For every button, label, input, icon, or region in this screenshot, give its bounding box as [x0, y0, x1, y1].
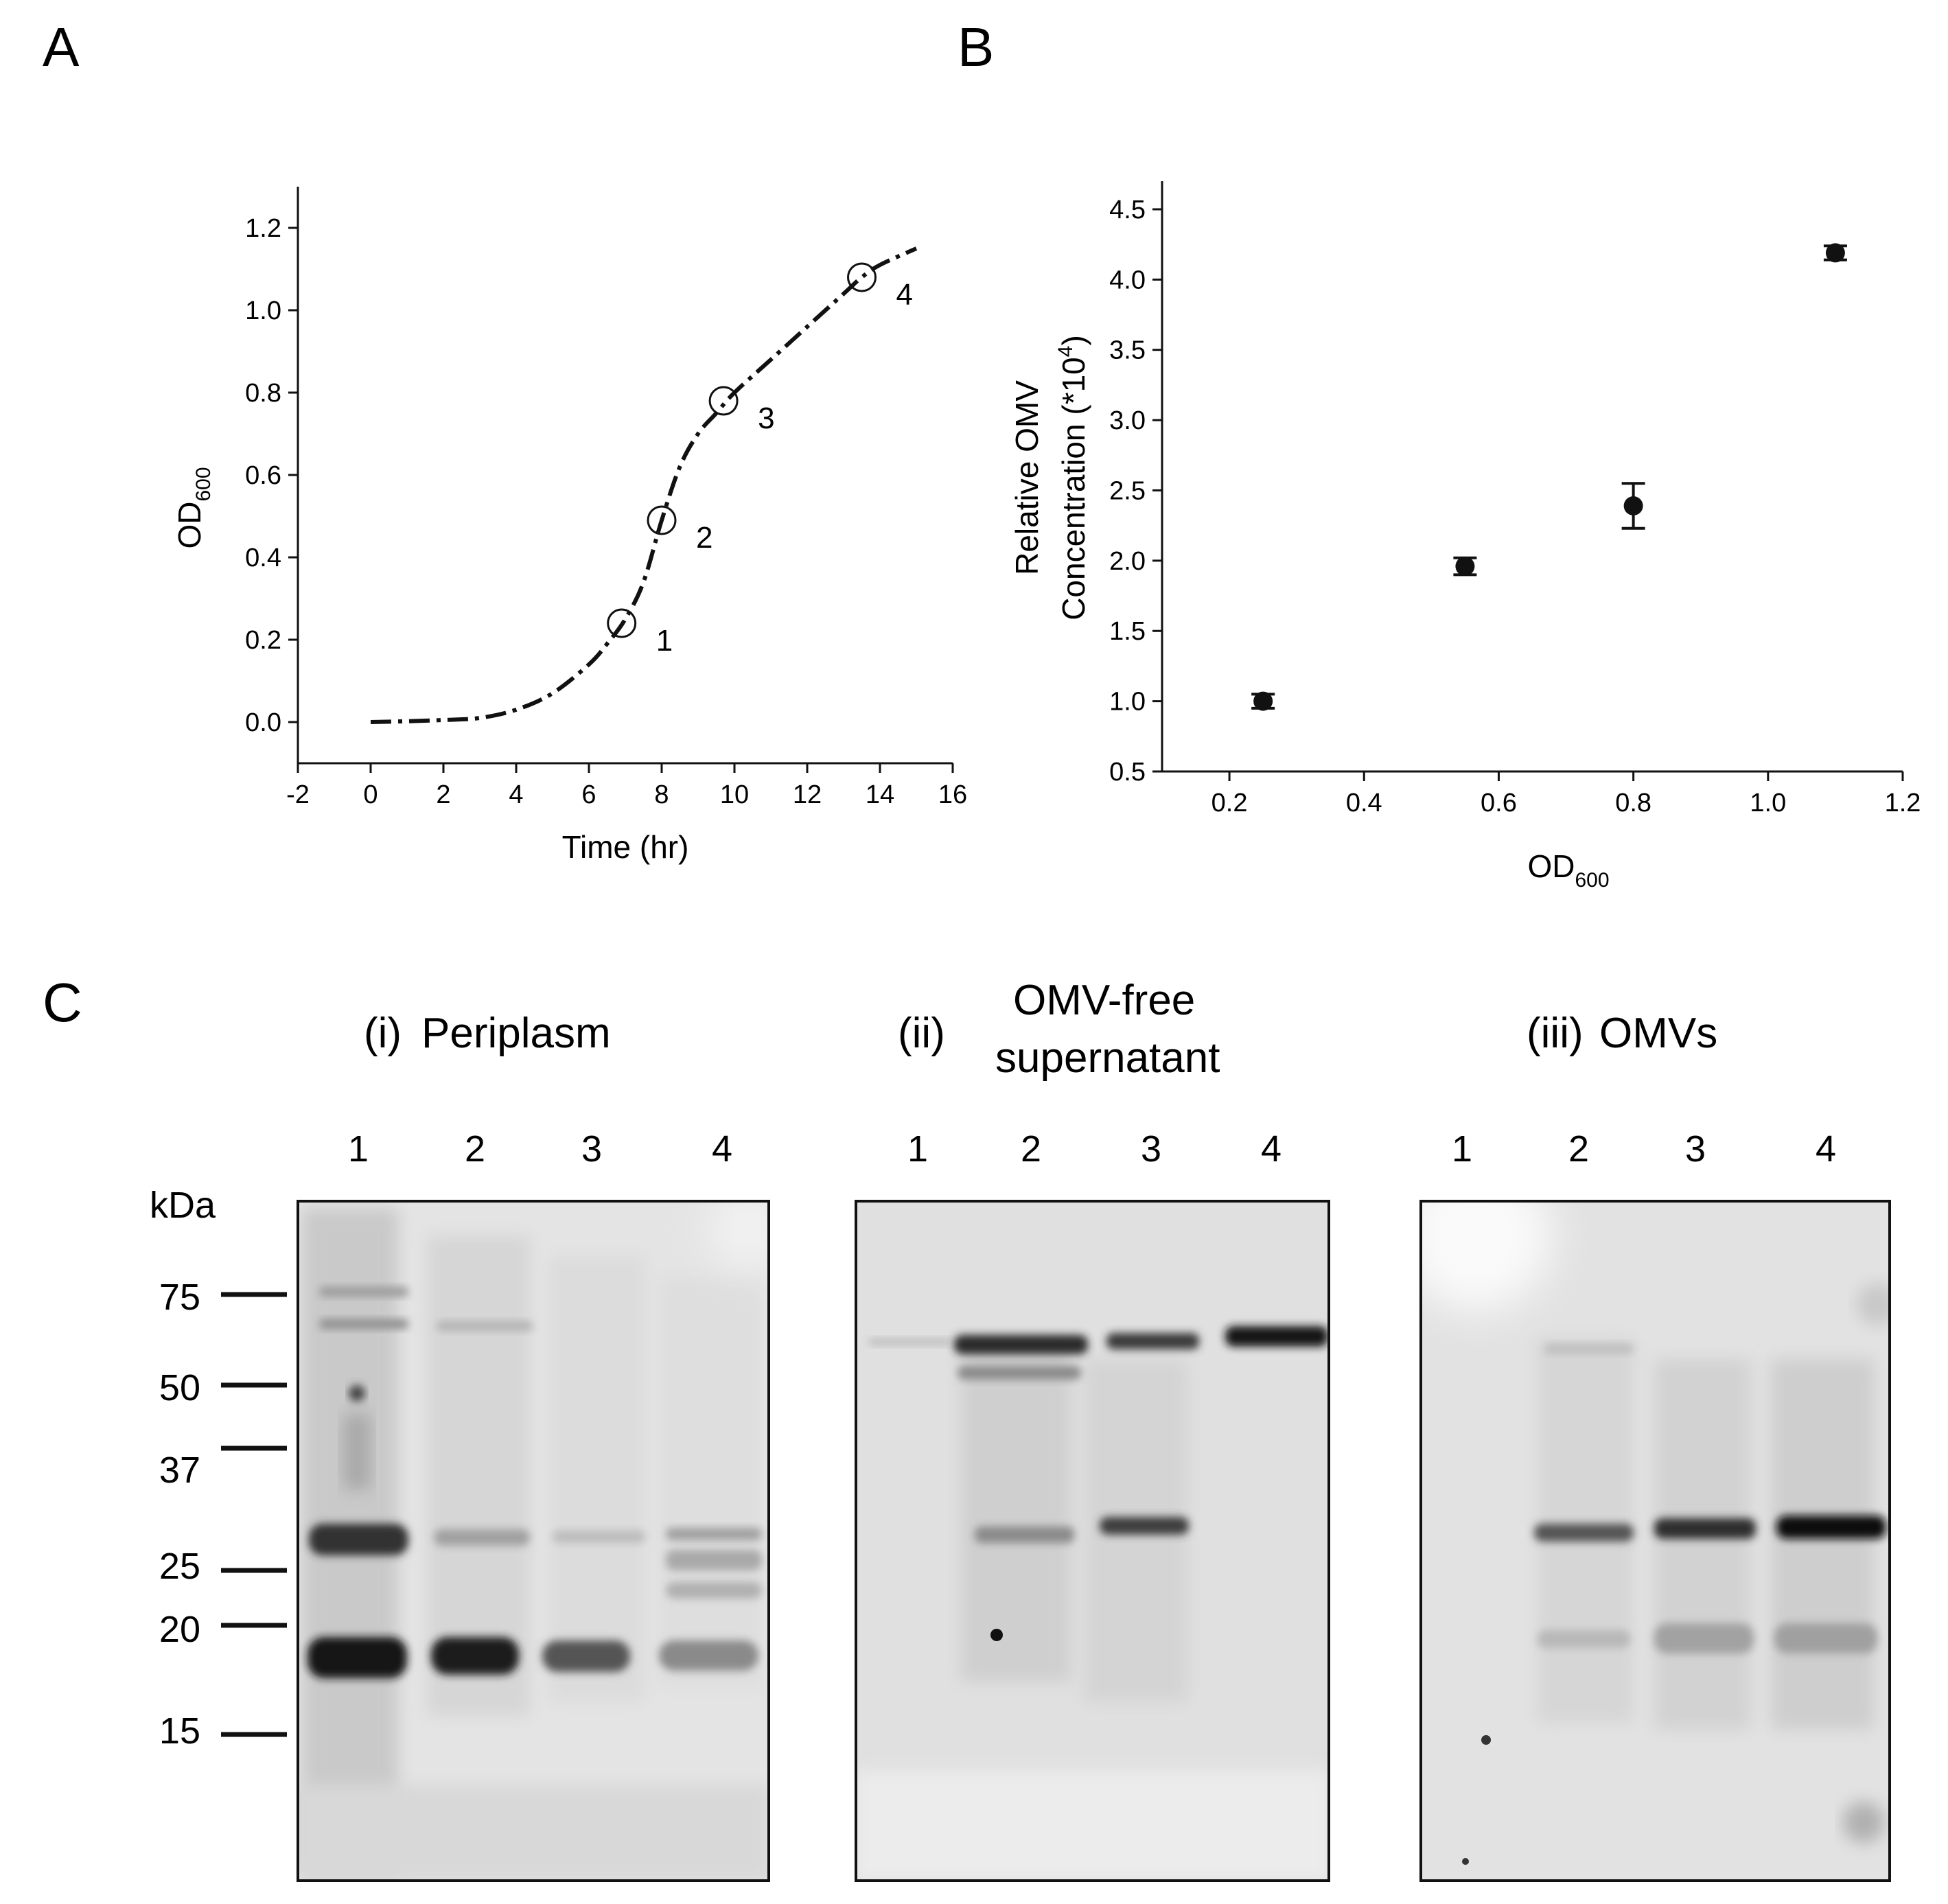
blot-2-prefix: (ii)	[898, 1010, 945, 1057]
blot-periplasm	[297, 1200, 770, 1882]
x-tick-label: 2	[436, 780, 450, 809]
blot-3-prefix: (iii)	[1527, 1010, 1584, 1057]
marker-label: 25	[159, 1546, 200, 1587]
sample-point-marker	[708, 386, 739, 416]
y-tick-label: 4.5	[1109, 196, 1146, 224]
sample-point-marker	[607, 608, 637, 638]
x-tick-label: 0.8	[1615, 789, 1651, 817]
lane-label: 4	[1816, 1128, 1836, 1170]
x-tick-label: 12	[793, 780, 822, 809]
blot-1-prefix: (i)	[364, 1010, 402, 1057]
blot-2-title-line2: supernatant	[995, 1034, 1220, 1082]
y-tick-label: 3.5	[1109, 336, 1146, 365]
blot-2-title-line1: OMV-free	[1013, 977, 1195, 1024]
y-axis-title-line1: Relative OMV	[1009, 380, 1045, 575]
blot-1-title: Periplasm	[421, 1010, 611, 1057]
y-tick-label: 0.8	[245, 379, 281, 408]
blot-omvs	[1419, 1200, 1891, 1882]
y-tick-label: 2.5	[1109, 476, 1146, 505]
blot-omv-free-supernatant	[855, 1200, 1330, 1882]
y-tick-label: 0.5	[1109, 758, 1146, 787]
x-tick-label: -2	[286, 780, 310, 809]
x-tick-label: 6	[581, 780, 596, 809]
lane-label: 1	[1452, 1128, 1472, 1170]
y-axis-title-main: OD	[172, 502, 207, 549]
sample-point-label: 4	[896, 278, 913, 312]
lane-label: 2	[1021, 1128, 1041, 1170]
sample-point-label: 3	[758, 402, 774, 435]
marker-label: 37	[159, 1450, 200, 1491]
panel-letter-b: B	[958, 16, 994, 78]
growth-curve-chart: -2 0 2 4 6 8 10 12 14 16 0.00.20.40.60.81.01.2 12…	[172, 187, 967, 865]
omv-concentration-chart: 0.2 0.4 0.6 0.8 1.0 1.2 0.5 1.0 1.5 2.0 2.5 3.0 3.5…	[1009, 181, 1921, 892]
x-tick-label: 14	[866, 780, 894, 809]
blot-3-title: OMVs	[1599, 1010, 1717, 1057]
y-axis-title-line2-main: Concentration (*10	[1056, 357, 1091, 620]
marker-label: 20	[159, 1609, 200, 1650]
marker-label: 75	[159, 1277, 200, 1318]
y-axis-title-sub: 600	[192, 467, 215, 501]
y-axis-title-line2: Concentration (*104)	[1054, 335, 1091, 620]
y-tick-label: 1.5	[1109, 617, 1146, 646]
x-tick-label: 4	[509, 780, 523, 809]
data-point	[1253, 691, 1273, 711]
western-blot-panel: (i) Periplasm (ii) OMV-free supernatant …	[150, 977, 1891, 1882]
y-tick-label: 1.0	[245, 297, 281, 325]
data-point	[1455, 557, 1475, 577]
panel-letter-a: A	[43, 16, 80, 78]
y-tick-label: 2.0	[1109, 547, 1146, 576]
growth-curve-line	[370, 246, 918, 724]
x-tick-label: 8	[654, 780, 669, 809]
x-tick-label: 0.4	[1346, 789, 1382, 817]
y-tick-label: 0.4	[245, 544, 281, 572]
lane-label: 2	[1568, 1128, 1589, 1170]
lane-label: 3	[1141, 1128, 1161, 1170]
sample-point-label: 2	[696, 521, 712, 555]
y-tick-label: 0.6	[245, 461, 281, 490]
x-tick-label: 16	[938, 780, 967, 809]
kda-label: kDa	[150, 1185, 216, 1226]
data-point	[1623, 496, 1643, 515]
x-tick-label: 0.6	[1481, 789, 1517, 817]
lane-label: 3	[581, 1128, 602, 1170]
lane-label: 1	[348, 1128, 369, 1170]
x-tick-label: 10	[720, 780, 749, 809]
y-tick-label: 0.0	[245, 708, 281, 737]
sample-point-marker	[847, 262, 877, 292]
sample-point-marker	[647, 505, 677, 535]
y-tick-label: 4.0	[1109, 266, 1146, 294]
x-axis-title-sub: 600	[1575, 869, 1609, 892]
y-axis-title-line2-end: )	[1056, 335, 1091, 345]
x-tick-label: 0	[363, 780, 378, 809]
data-point	[1825, 243, 1845, 263]
y-tick-label: 3.0	[1109, 406, 1146, 435]
x-tick-label: 1.2	[1885, 789, 1921, 817]
y-axis-title-line2-sup: 4	[1054, 346, 1077, 358]
x-axis-title-main: OD	[1527, 848, 1575, 884]
lane-label: 2	[465, 1128, 485, 1170]
x-axis-title: OD600	[1527, 848, 1609, 892]
lane-label: 4	[1261, 1128, 1282, 1170]
y-tick-label: 0.2	[245, 626, 281, 655]
lane-label: 3	[1685, 1128, 1706, 1170]
y-axis-title: OD600	[172, 467, 215, 548]
sample-point-label: 1	[656, 624, 673, 658]
marker-label: 15	[159, 1710, 200, 1752]
panel-letter-c: C	[43, 972, 82, 1033]
x-tick-label: 1.0	[1750, 789, 1786, 817]
marker-label: 50	[159, 1367, 200, 1408]
y-tick-label: 1.0	[1109, 688, 1146, 717]
x-tick-label: 0.2	[1211, 789, 1248, 817]
x-axis-title: Time (hr)	[562, 829, 689, 865]
lane-label: 4	[712, 1128, 732, 1170]
y-tick-label: 1.2	[245, 214, 281, 243]
lane-label: 1	[907, 1128, 928, 1170]
